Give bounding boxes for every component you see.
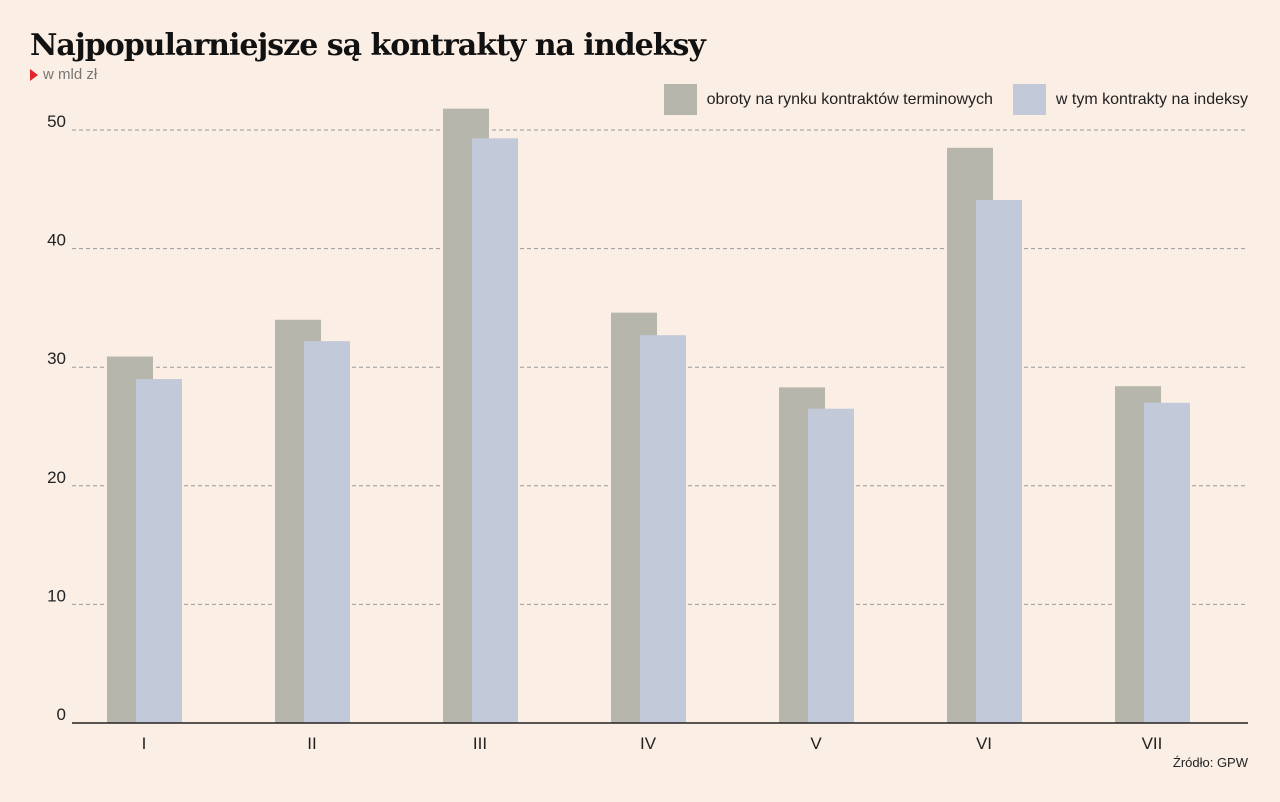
- bar-indices: [976, 199, 1022, 723]
- bar-indices: [640, 335, 686, 723]
- y-tick-label: 40: [47, 231, 66, 250]
- triangle-marker-icon: [30, 68, 38, 81]
- chart-subtitle: w mld zł: [30, 66, 97, 83]
- x-tick-label: II: [307, 734, 316, 753]
- x-tick-label: IV: [640, 734, 657, 753]
- x-tick-label: III: [473, 734, 487, 753]
- y-tick-label: 20: [47, 468, 66, 487]
- x-tick-label: VI: [976, 734, 992, 753]
- legend-item-total: obroty na rynku kontraktów terminowych: [663, 84, 993, 115]
- bar-indices: [136, 379, 182, 723]
- source-note: Źródło: GPW: [1172, 755, 1248, 770]
- legend-label-indices: w tym kontrakty na indeksy: [1055, 90, 1248, 108]
- bar-indices: [472, 138, 518, 723]
- legend-item-indices: w tym kontrakty na indeksy: [1012, 84, 1248, 115]
- x-tick-label: V: [810, 734, 822, 753]
- unit-label: w mld zł: [43, 66, 98, 83]
- bar-indices: [1144, 402, 1190, 723]
- bar-indices: [304, 341, 350, 723]
- legend-label-total: obroty na rynku kontraktów terminowych: [706, 90, 993, 108]
- x-tick-label: I: [142, 734, 147, 753]
- legend-swatch-indices: [1012, 84, 1046, 115]
- y-tick-label: 10: [47, 586, 66, 605]
- bar-indices: [808, 408, 854, 723]
- legend-swatch-total: [663, 84, 697, 115]
- x-tick-label: VII: [1142, 734, 1163, 753]
- chart-title: Najpopularniejsze są kontrakty na indeks…: [30, 28, 706, 63]
- y-tick-label: 0: [57, 705, 66, 724]
- chart-legend: obroty na rynku kontraktów terminowych w…: [644, 84, 1248, 115]
- y-tick-label: 30: [47, 349, 66, 368]
- y-tick-label: 50: [47, 112, 66, 131]
